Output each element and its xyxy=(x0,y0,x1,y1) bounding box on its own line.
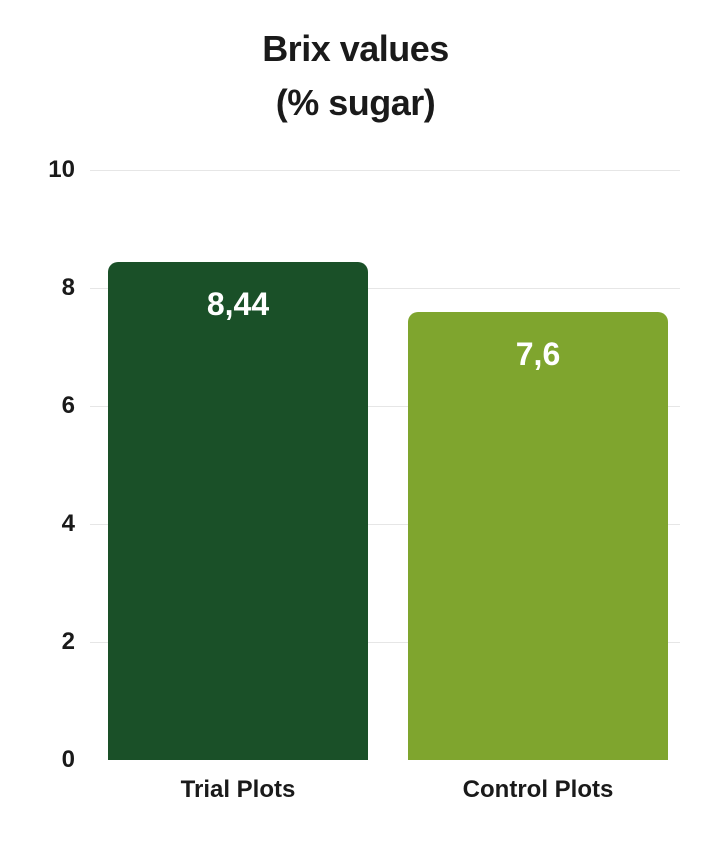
bar: 7,6 xyxy=(408,312,668,760)
y-axis-tick: 6 xyxy=(20,392,75,420)
chart-title-line1: Brix values xyxy=(0,26,711,73)
bar-value-label: 7,6 xyxy=(408,336,668,373)
y-axis-tick: 4 xyxy=(20,510,75,538)
x-axis-label: Control Plots xyxy=(408,776,668,804)
y-axis-tick: 10 xyxy=(20,156,75,184)
bars-layer: 8,44 7,6 xyxy=(90,170,680,760)
brix-bar-chart: Brix values (% sugar) 0 2 4 6 8 10 8,44 7,6 Tria… xyxy=(0,0,711,842)
y-axis-tick: 8 xyxy=(20,274,75,302)
y-axis-tick: 0 xyxy=(20,746,75,774)
bar-value-label: 8,44 xyxy=(108,286,368,323)
y-axis-tick: 2 xyxy=(20,628,75,656)
chart-title-line2: (% sugar) xyxy=(0,80,711,127)
bar: 8,44 xyxy=(108,262,368,760)
x-axis-label: Trial Plots xyxy=(108,776,368,804)
plot-area: 02468108,447,6Trial PlotsControl Plots xyxy=(90,170,680,760)
